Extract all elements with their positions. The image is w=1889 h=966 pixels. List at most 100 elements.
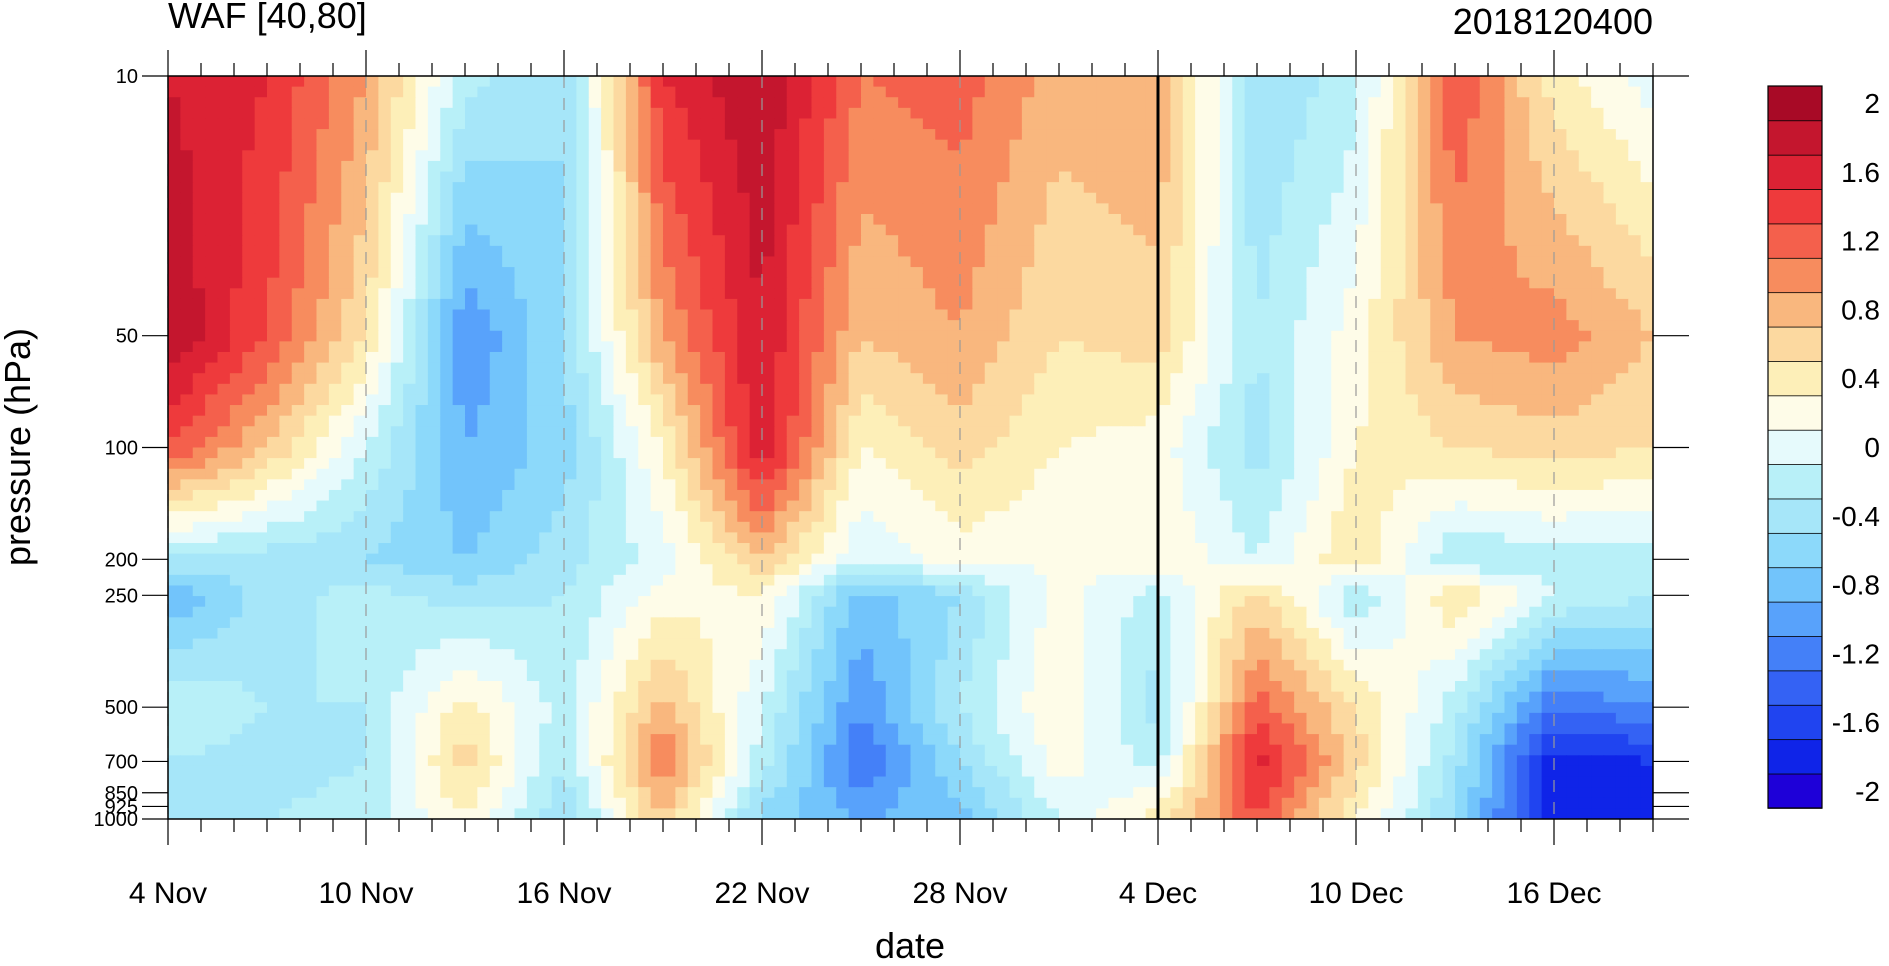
field-cell <box>960 129 973 141</box>
field-cell <box>1071 76 1085 88</box>
field-cell <box>1083 171 1097 183</box>
field-cell <box>1244 118 1258 130</box>
field-cell <box>539 288 553 300</box>
field-cell <box>1269 288 1283 300</box>
field-cell <box>1219 468 1233 480</box>
field-cell <box>1541 107 1555 120</box>
field-cell <box>1021 447 1035 459</box>
field-cell <box>1591 362 1605 374</box>
field-cell <box>242 405 256 417</box>
field-cell <box>1170 213 1184 226</box>
field-cell <box>168 213 181 226</box>
field-cell <box>168 341 181 353</box>
field-cell <box>465 500 478 512</box>
field-cell <box>1195 97 1209 109</box>
field-cell <box>1541 394 1555 406</box>
field-cell <box>601 362 615 374</box>
field-cell <box>737 160 751 173</box>
field-cell <box>910 213 924 226</box>
field-cell <box>1591 192 1605 204</box>
field-cell <box>737 139 751 151</box>
field-cell <box>774 298 788 311</box>
field-cell <box>1219 97 1233 109</box>
field-cell <box>1244 447 1258 459</box>
field-cell <box>1232 86 1246 98</box>
field-cell <box>1281 500 1295 512</box>
field-cell <box>465 405 478 417</box>
field-cell <box>885 160 899 173</box>
field-cell <box>564 213 577 226</box>
field-cell <box>1331 256 1345 268</box>
field-cell <box>1578 426 1592 438</box>
field-cell <box>823 351 837 364</box>
field-cell <box>1071 298 1085 311</box>
field-cell <box>1244 458 1258 470</box>
field-cell <box>452 309 466 321</box>
field-cell <box>539 160 553 173</box>
field-cell <box>539 107 553 120</box>
field-cell <box>1405 245 1419 258</box>
field-cell <box>712 405 726 417</box>
field-cell <box>1578 256 1592 268</box>
field-cell <box>774 309 788 321</box>
field-cell <box>1182 458 1196 470</box>
field-cell <box>1096 362 1110 374</box>
field-cell <box>1331 97 1345 109</box>
field-cell <box>601 458 615 470</box>
field-cell <box>1232 213 1246 226</box>
field-cell <box>947 76 961 88</box>
field-cell <box>1479 139 1493 151</box>
field-cell <box>1380 500 1394 512</box>
field-cell <box>427 373 441 385</box>
field-cell <box>1442 224 1456 236</box>
field-cell <box>1578 298 1592 311</box>
field-cell <box>1628 203 1642 215</box>
field-cell <box>217 298 231 311</box>
field-cell <box>935 235 949 247</box>
field-cell <box>502 341 516 353</box>
field-cell <box>1417 479 1431 491</box>
field-cell <box>1021 394 1035 406</box>
field-cell <box>1195 383 1209 396</box>
field-cell <box>687 235 701 247</box>
field-cell <box>304 511 318 523</box>
field-cell <box>960 436 973 449</box>
field-cell <box>1294 426 1308 438</box>
field-cell <box>1244 97 1258 109</box>
field-cell <box>1603 298 1617 311</box>
field-cell <box>935 309 949 321</box>
field-cell <box>724 235 738 247</box>
field-cell <box>960 213 973 226</box>
field-cell <box>749 298 763 311</box>
field-cell <box>291 330 305 342</box>
field-cell <box>1133 288 1147 300</box>
field-cell <box>1640 171 1653 183</box>
field-cell <box>910 351 924 364</box>
field-cell <box>712 320 726 332</box>
field-cell <box>1566 277 1580 289</box>
field-cell <box>947 479 961 491</box>
field-cell <box>588 235 602 247</box>
field-cell <box>192 468 206 480</box>
field-cell <box>1566 489 1580 502</box>
field-cell <box>378 436 392 449</box>
field-cell <box>1318 330 1332 342</box>
field-cell <box>687 182 701 194</box>
field-cell <box>1417 129 1431 141</box>
field-cell <box>1603 458 1617 470</box>
field-cell <box>1356 277 1369 289</box>
field-cell <box>440 277 454 289</box>
field-cell <box>316 500 330 512</box>
field-cell <box>1541 489 1555 502</box>
field-cell <box>1207 362 1221 374</box>
field-cell <box>997 245 1011 258</box>
field-cell <box>564 436 577 449</box>
field-cell <box>1318 362 1332 374</box>
field-cell <box>180 479 194 491</box>
field-cell <box>328 415 342 427</box>
field-cell <box>712 97 726 109</box>
field-cell <box>1219 383 1233 396</box>
field-cell <box>180 341 194 353</box>
field-cell <box>1009 97 1023 109</box>
field-cell <box>836 405 850 417</box>
